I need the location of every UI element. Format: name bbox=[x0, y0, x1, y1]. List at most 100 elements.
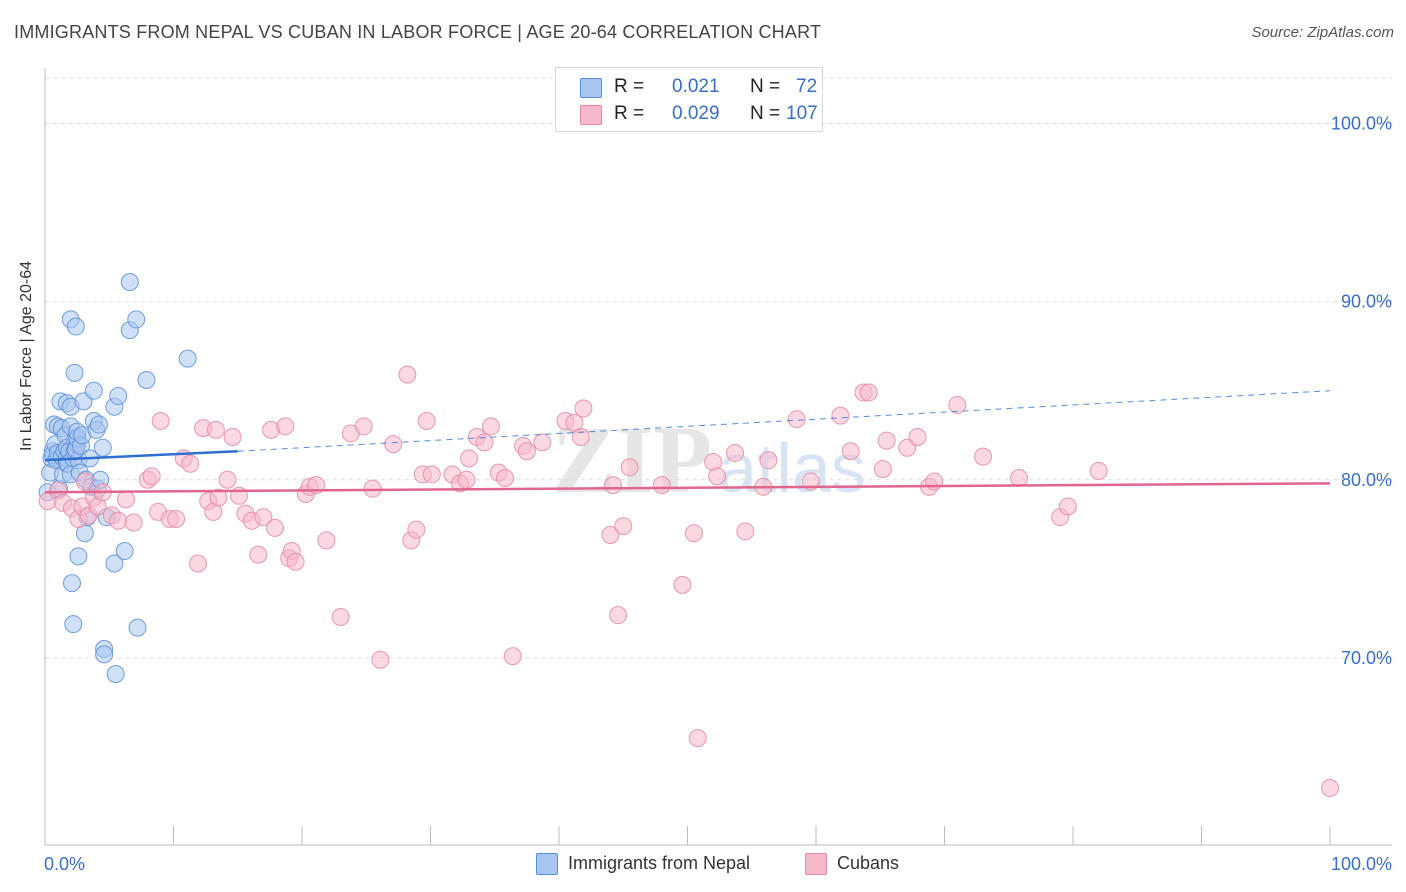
tick-labels: 70.0% 80.0% 90.0% 100.0% 0.0% 100.0% bbox=[44, 113, 1392, 874]
cuban-point bbox=[276, 417, 295, 436]
cuban-point bbox=[354, 417, 373, 436]
cuban-point bbox=[167, 509, 186, 528]
cuban-point bbox=[151, 411, 170, 430]
cuban-point bbox=[223, 428, 242, 447]
legend-n-label: N = bbox=[750, 76, 781, 97]
source-credit: Source: ZipAtlas.com bbox=[1251, 24, 1394, 41]
cuban-point bbox=[422, 465, 441, 484]
nepal-point bbox=[89, 415, 108, 434]
cuban-point bbox=[317, 531, 336, 550]
cuban-point bbox=[517, 442, 536, 461]
nepal-point bbox=[106, 664, 125, 683]
nepal-point bbox=[127, 310, 146, 329]
cuban-point bbox=[266, 518, 285, 537]
cuban-point bbox=[873, 460, 892, 479]
cuban-point bbox=[574, 399, 593, 418]
cuban-point bbox=[142, 467, 161, 486]
cuban-point bbox=[614, 517, 633, 536]
nepal-point bbox=[84, 381, 103, 400]
cuban-point bbox=[331, 607, 350, 626]
cuban-point bbox=[398, 365, 417, 384]
cuban-point bbox=[759, 451, 778, 470]
cuban-point bbox=[116, 490, 135, 509]
stats-legend: R = 0.021 N = 72 R = 0.029 N = 107 bbox=[555, 67, 823, 132]
cuban-point bbox=[457, 470, 476, 489]
cuban-point bbox=[188, 554, 207, 573]
cuban-point bbox=[974, 447, 993, 466]
cuban-point bbox=[603, 476, 622, 495]
legend-r-label: R = bbox=[614, 103, 645, 124]
cuban-point bbox=[1010, 468, 1029, 487]
y-tick-label: 70.0% bbox=[1341, 648, 1392, 668]
nepal-point bbox=[109, 387, 128, 406]
legend-label-nepal: Immigrants from Nepal bbox=[568, 853, 751, 873]
trend-lines bbox=[44, 390, 1331, 494]
legend-n-value-nepal: 72 bbox=[796, 76, 818, 97]
cuban-point bbox=[503, 647, 522, 666]
cuban-point bbox=[948, 395, 967, 414]
legend-n-label: N = bbox=[750, 103, 781, 124]
legend-r-value-nepal: 0.021 bbox=[672, 76, 720, 97]
nepal-points bbox=[38, 273, 197, 683]
cuban-point bbox=[877, 431, 896, 450]
nepal-point bbox=[120, 273, 139, 292]
chart-title: IMMIGRANTS FROM NEPAL VS CUBAN IN LABOR … bbox=[14, 22, 822, 42]
nepal-trend-line bbox=[44, 450, 238, 462]
cuban-trend-line bbox=[44, 482, 1331, 494]
cuban-point bbox=[124, 513, 143, 532]
cuban-point bbox=[481, 417, 500, 436]
nepal-point bbox=[105, 554, 124, 573]
cuban-point bbox=[496, 468, 515, 487]
cuban-point bbox=[609, 606, 628, 625]
legend-swatch-cubans bbox=[805, 853, 827, 875]
cuban-point bbox=[206, 420, 225, 439]
cuban-point bbox=[688, 729, 707, 748]
cuban-point bbox=[249, 545, 268, 564]
cuban-point bbox=[417, 411, 436, 430]
x-tick-label-max: 100.0% bbox=[1331, 854, 1392, 874]
legend-label-cubans: Cubans bbox=[837, 853, 900, 873]
cuban-point bbox=[571, 428, 590, 447]
cuban-point bbox=[109, 511, 128, 530]
y-tick-label: 100.0% bbox=[1331, 113, 1392, 133]
legend-swatch-cubans bbox=[580, 105, 602, 125]
cuban-point bbox=[787, 410, 806, 429]
nepal-point bbox=[128, 618, 147, 637]
cuban-point bbox=[601, 526, 620, 544]
y-tick-label: 90.0% bbox=[1341, 292, 1392, 312]
cuban-point bbox=[407, 520, 426, 539]
nepal-point bbox=[64, 615, 83, 634]
nepal-point bbox=[178, 349, 197, 368]
cuban-point bbox=[371, 650, 390, 669]
cuban-point bbox=[684, 524, 703, 543]
watermark-atlas: atlas bbox=[718, 429, 866, 507]
cuban-point bbox=[708, 467, 727, 486]
cuban-point bbox=[286, 552, 305, 571]
cuban-point bbox=[460, 449, 479, 468]
x-tick-label-min: 0.0% bbox=[44, 854, 85, 874]
legend-r-value-cubans: 0.029 bbox=[672, 103, 720, 124]
cuban-point bbox=[652, 476, 671, 495]
cuban-point bbox=[726, 444, 745, 463]
cuban-point bbox=[475, 433, 494, 452]
cuban-point bbox=[1321, 778, 1339, 797]
legend-n-value-cubans: 107 bbox=[786, 103, 818, 124]
nepal-point bbox=[65, 363, 84, 382]
cuban-point bbox=[859, 383, 878, 402]
cuban-point bbox=[925, 472, 944, 491]
legend-swatch-nepal bbox=[536, 853, 558, 875]
cuban-point bbox=[908, 428, 927, 447]
nepal-point bbox=[93, 438, 112, 457]
cuban-point bbox=[673, 575, 692, 594]
cuban-point bbox=[1089, 461, 1108, 480]
nepal-point bbox=[69, 547, 88, 566]
cuban-point bbox=[533, 433, 552, 452]
grid-lines bbox=[45, 77, 1392, 659]
cuban-point bbox=[75, 472, 94, 491]
cuban-point bbox=[736, 522, 755, 541]
cuban-point bbox=[181, 454, 200, 473]
cuban-point bbox=[254, 508, 273, 527]
cuban-point bbox=[841, 442, 860, 461]
cuban-point bbox=[218, 470, 237, 489]
